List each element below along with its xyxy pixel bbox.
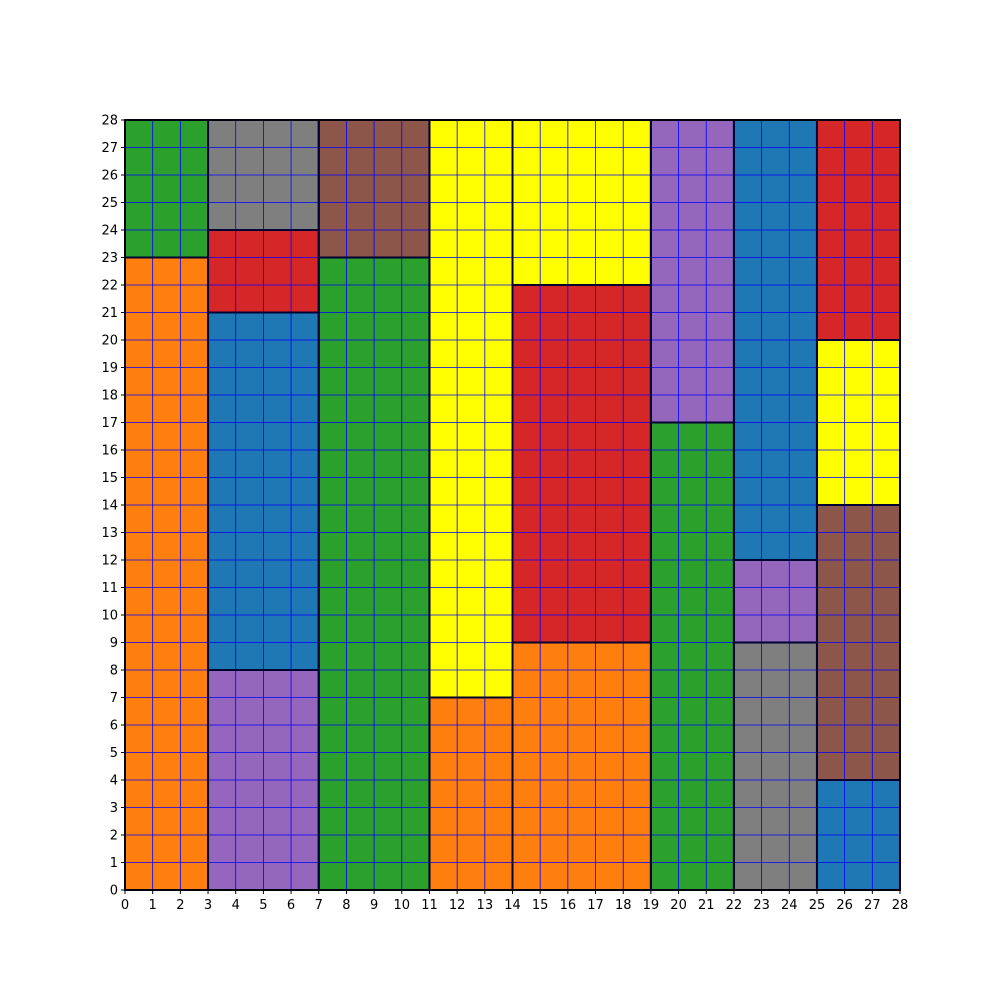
y-tick-label: 27 [101,141,118,156]
y-tick-label: 4 [110,774,118,789]
y-tick-label: 17 [101,416,118,431]
y-tick-label: 16 [101,444,118,459]
x-tick-label: 11 [421,898,438,913]
x-tick-label: 18 [615,898,632,913]
region-yellow-8 [429,120,513,698]
y-tick-label: 20 [101,334,118,349]
x-tick-label: 16 [560,898,577,913]
x-tick-label: 21 [698,898,715,913]
region-purple-13 [650,120,734,423]
y-tick-label: 11 [101,581,118,596]
x-tick-label: 6 [287,898,295,913]
x-tick-label: 9 [370,898,378,913]
x-tick-label: 26 [836,898,853,913]
x-tick-label: 4 [232,898,240,913]
y-tick-label: 24 [101,224,118,239]
y-tick-label: 0 [110,884,118,899]
region-gray-17 [733,642,817,890]
x-tick-label: 13 [477,898,494,913]
region-orange-0 [125,257,209,890]
x-tick-label: 27 [864,898,881,913]
y-tick-label: 25 [101,196,118,211]
y-tick-label: 22 [101,279,118,294]
y-axis-ticks: 0123456789101112131415161718192021222324… [101,114,125,899]
x-tick-label: 20 [670,898,687,913]
region-red-11 [512,285,651,643]
y-tick-label: 28 [101,114,118,129]
x-tick-label: 14 [504,898,521,913]
y-tick-label: 15 [101,471,118,486]
x-axis-ticks: 0 1 2 3 4 5 6 7 8 9 10 11 12 13 14 15 16 17 18 19 20 21 22 23 24… [121,890,908,913]
region-orange-9 [429,697,513,890]
y-tick-label: 12 [101,554,118,569]
y-tick-label: 23 [101,251,118,266]
x-tick-label: 22 [726,898,743,913]
y-tick-label: 9 [110,636,118,651]
x-tick-label: 24 [781,898,798,913]
x-tick-label: 5 [259,898,267,913]
y-tick-label: 6 [110,719,118,734]
x-tick-label: 1 [149,898,157,913]
x-tick-label: 10 [394,898,411,913]
region-green-1 [125,120,209,258]
y-tick-label: 21 [101,306,118,321]
x-tick-label: 19 [643,898,660,913]
x-tick-label: 2 [176,898,184,913]
y-tick-label: 10 [101,609,118,624]
y-tick-label: 5 [110,746,118,761]
x-tick-label: 23 [753,898,770,913]
y-tick-label: 14 [101,499,118,514]
x-tick-label: 28 [892,898,909,913]
x-tick-label: 25 [809,898,826,913]
x-tick-label: 15 [532,898,549,913]
y-tick-label: 18 [101,389,118,404]
region-orange-12 [512,642,651,890]
y-tick-label: 7 [110,691,118,706]
region-purple-16 [733,560,817,643]
y-tick-label: 3 [110,801,118,816]
x-tick-label: 7 [315,898,323,913]
x-tick-label: 17 [587,898,604,913]
y-tick-label: 2 [110,829,118,844]
y-tick-label: 1 [110,856,118,871]
x-tick-label: 3 [204,898,212,913]
y-tick-label: 19 [101,361,118,376]
x-tick-label: 12 [449,898,466,913]
y-tick-label: 13 [101,526,118,541]
region-green-14 [650,422,734,890]
y-tick-label: 26 [101,169,118,184]
y-tick-label: 8 [110,664,118,679]
x-tick-label: 0 [121,898,129,913]
x-tick-label: 8 [342,898,350,913]
